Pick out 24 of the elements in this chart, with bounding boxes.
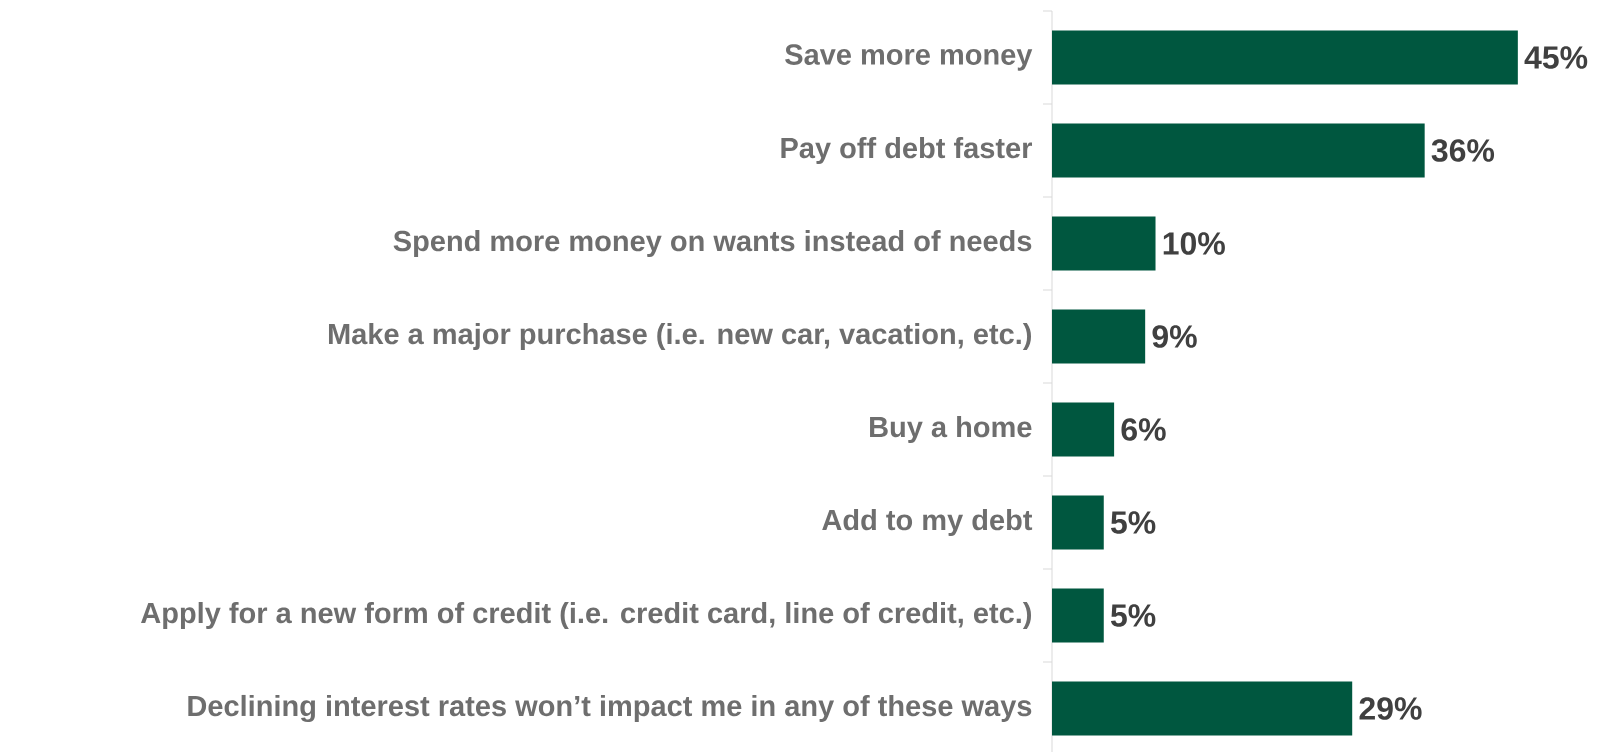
data-label: 45% [1524, 46, 1588, 69]
data-label: 6% [1121, 418, 1166, 441]
data-label: 9% [1152, 325, 1197, 348]
data-label: 36% [1431, 139, 1495, 162]
y-tick-label: Apply for a new form of credit (i.e. credit card, line of credit, etc.) [141, 601, 1032, 630]
bar [1052, 402, 1115, 457]
y-tick-label: Declining interest rates won’t impact me in any of these ways [188, 694, 1032, 723]
y-tick-label: Buy a home [870, 415, 1032, 444]
bar [1052, 588, 1104, 643]
y-tick-label: Make a major purchase (i.e. new car, vacation, etc.) [328, 322, 1031, 351]
bar [1052, 216, 1156, 271]
data-label: 29% [1359, 697, 1422, 720]
bar [1052, 495, 1104, 550]
bar [1052, 309, 1146, 364]
y-tick-label: Save more money [785, 44, 1033, 71]
data-label: 5% [1110, 604, 1156, 627]
y-tick-label: Pay off debt faster [781, 136, 1033, 165]
bar [1052, 681, 1353, 736]
data-label: 10% [1163, 232, 1225, 255]
bar [1052, 30, 1518, 85]
y-tick-label: Spend more money on wants instead of needs [393, 229, 1032, 258]
y-tick-label: Add to my debt [822, 508, 1033, 537]
bar [1052, 123, 1425, 178]
data-label: 5% [1110, 511, 1156, 534]
